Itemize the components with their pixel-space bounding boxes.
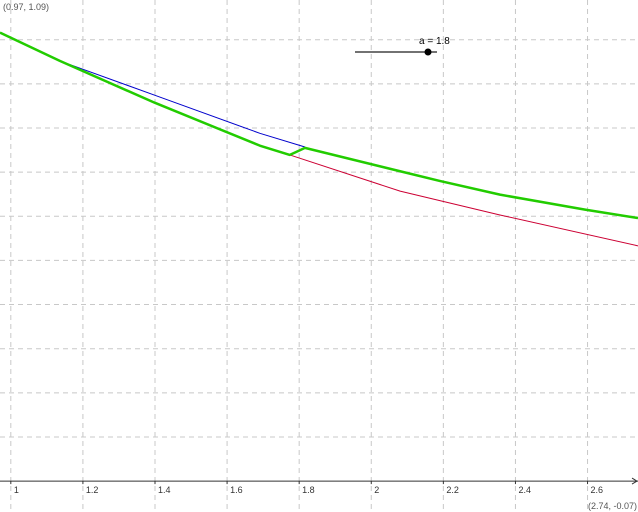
top-left-coordinate: (0.97, 1.09) [3,2,50,12]
slider-label: a = 1.8 [419,36,450,47]
x-tick-label: 2.6 [591,485,604,495]
x-tick-label: 1.8 [302,485,315,495]
x-axis: 1 1.2 1.4 1.6 1.8 2 2.2 2.4 2.6 [0,477,638,495]
x-tick-label: 2 [374,485,379,495]
x-tick-label: 2.4 [518,485,531,495]
x-tick-label: 1.4 [158,485,171,495]
slider-knob[interactable] [424,48,432,56]
slider[interactable]: a = 1.8 [355,36,450,56]
curve-2[interactable] [0,31,638,220]
x-tick-label: 1.2 [86,485,99,495]
bottom-right-coordinate: (2.74, -0.07) [588,501,638,511]
x-axis-arrow-icon [631,477,638,485]
curve-1[interactable] [289,154,638,247]
curve-0[interactable] [0,32,306,148]
curves [0,31,638,247]
x-tick-label: 2.2 [446,485,459,495]
x-tick-label: 1.6 [230,485,243,495]
x-tick-label: 1 [14,485,19,495]
